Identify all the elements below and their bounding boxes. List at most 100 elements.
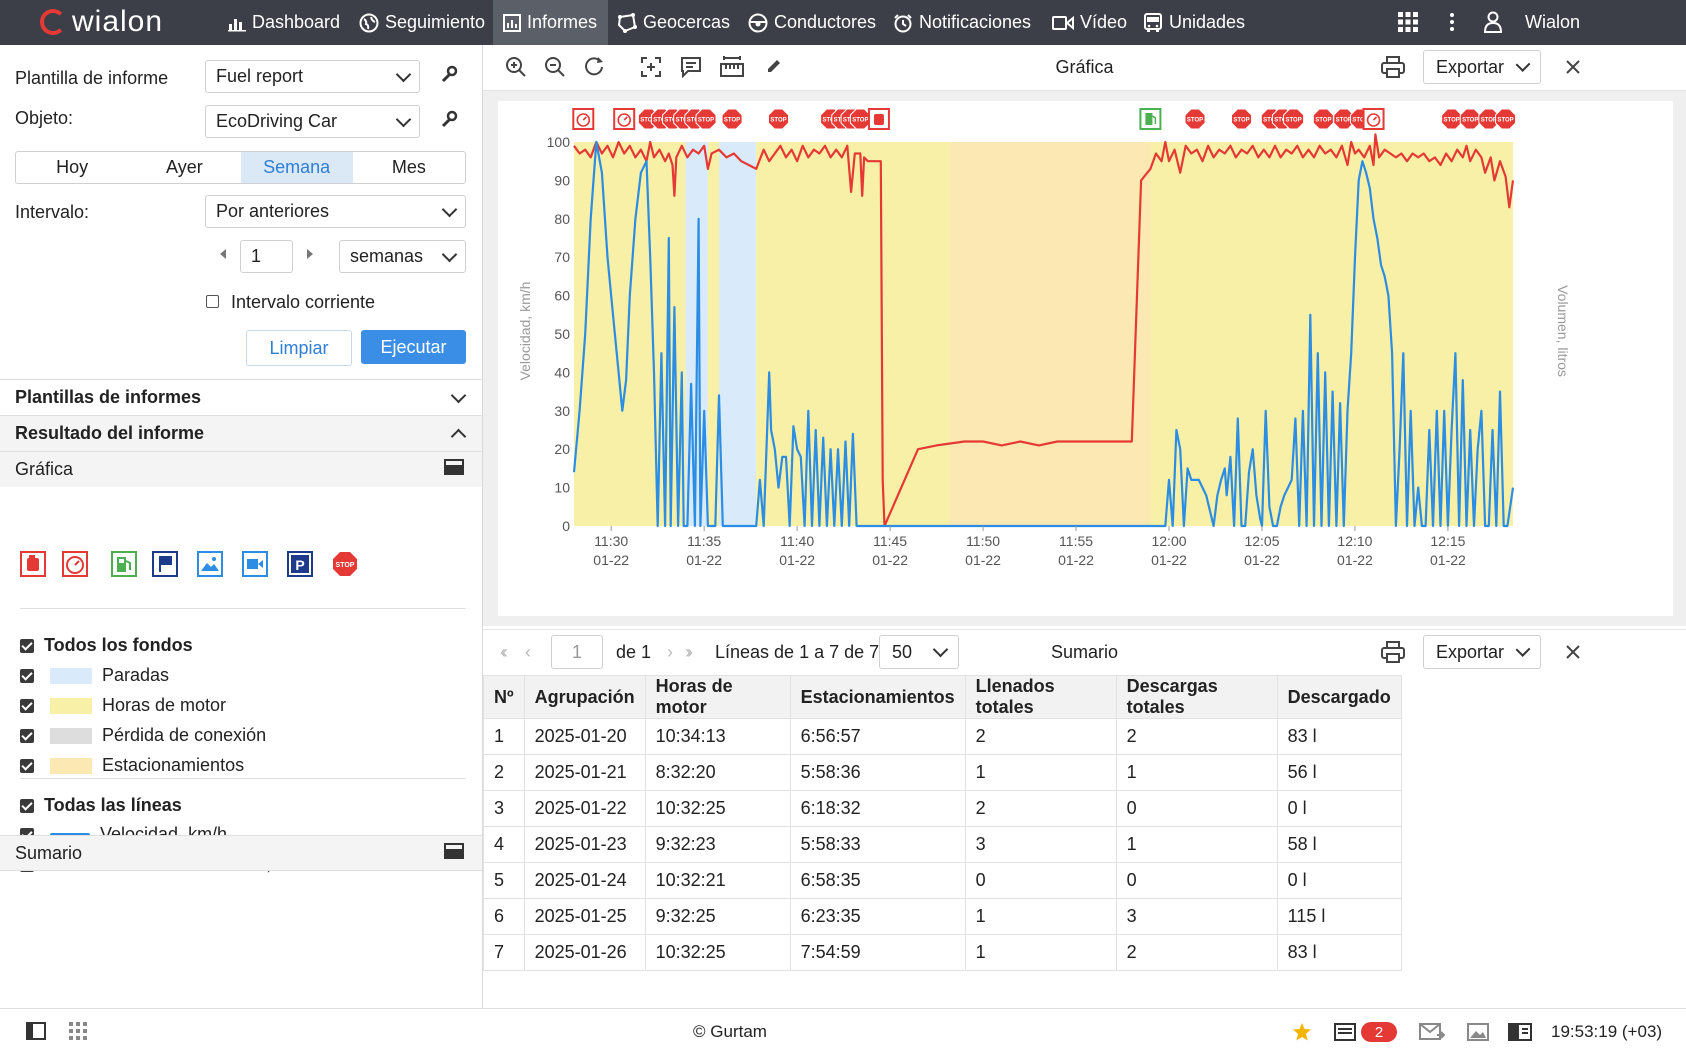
last-page-icon[interactable]: ››	[685, 642, 693, 662]
fit-view-icon[interactable]	[640, 56, 662, 78]
stop-marker[interactable]: STOP	[721, 108, 743, 130]
nav-conductores[interactable]: Conductores	[748, 0, 878, 45]
template-wrench-icon[interactable]	[440, 65, 458, 88]
object-select[interactable]: EcoDriving Car	[205, 105, 420, 138]
fuel-drain-icon[interactable]	[20, 551, 46, 577]
period-mes[interactable]: Mes	[391, 157, 426, 177]
first-page-icon[interactable]: ‹‹	[500, 642, 508, 662]
graph-item[interactable]: Gráfica	[0, 451, 482, 487]
column-header[interactable]: Nº	[483, 675, 525, 719]
pencil-icon[interactable]	[765, 57, 783, 75]
nav-notificaciones[interactable]: Notificaciones	[893, 0, 1038, 45]
decrement-arrow-icon[interactable]	[220, 249, 226, 259]
close-icon[interactable]	[1565, 644, 1581, 660]
column-header[interactable]: Descargas totales	[1115, 675, 1278, 719]
period-semana[interactable]: Semana	[240, 152, 353, 183]
background-toggle-engine-hours[interactable]: Horas de motor	[20, 695, 226, 716]
export-button[interactable]: Exportar	[1423, 635, 1541, 669]
stop-marker[interactable]: STOP	[1495, 108, 1517, 130]
sidebar-toggle-icon[interactable]	[26, 1022, 46, 1040]
flag-icon[interactable]	[152, 551, 178, 577]
table-row[interactable]: 5 2025-01-24 10:32:21 6:58:35 0 0 0 l	[483, 862, 1402, 899]
wialon-logo[interactable]: wialon	[40, 5, 163, 38]
clear-button[interactable]: Limpiar	[246, 330, 352, 366]
nav-unidades[interactable]: Unidades	[1143, 0, 1253, 45]
background-toggle-connection-loss[interactable]: Pérdida de conexión	[20, 725, 266, 746]
stop-icon[interactable]: STOP	[332, 551, 358, 577]
current-interval-checkbox[interactable]	[206, 295, 219, 308]
parking-icon[interactable]: P	[287, 551, 313, 577]
period-ayer[interactable]: Ayer	[166, 157, 203, 177]
ruler-icon[interactable]	[720, 56, 744, 78]
comment-icon[interactable]	[680, 56, 702, 78]
user-name[interactable]: Wialon	[1525, 12, 1581, 32]
fuel-level-line[interactable]	[573, 133, 1515, 528]
result-section[interactable]: Resultado del informe	[0, 415, 482, 451]
nav-video[interactable]: Vídeo	[1052, 0, 1132, 45]
layout-icon[interactable]	[1508, 1023, 1532, 1041]
summary-item[interactable]: Sumario	[0, 835, 482, 871]
more-vertical-icon[interactable]	[1449, 12, 1455, 32]
fuel-drain-marker[interactable]	[867, 108, 890, 130]
stop-marker[interactable]: STOP	[1441, 108, 1463, 130]
stop-marker[interactable]: STOP	[1478, 108, 1500, 130]
page-size-select[interactable]: 50	[879, 635, 959, 669]
all-backgrounds-toggle[interactable]: Todos los fondos	[20, 635, 193, 656]
table-row[interactable]: 7 2025-01-26 10:32:25 7:54:59 1 2 83 l	[483, 934, 1402, 971]
apps-grid-icon[interactable]	[1398, 12, 1418, 32]
nav-seguimiento[interactable]: Seguimiento	[359, 0, 489, 45]
increment-arrow-icon[interactable]	[307, 249, 313, 259]
notifications-icon[interactable]	[1334, 1023, 1356, 1041]
column-header[interactable]: Llenados totales	[964, 675, 1117, 719]
panel-toggle-icon[interactable]	[444, 842, 464, 864]
column-header[interactable]: Agrupación	[523, 675, 646, 719]
nav-dashboard[interactable]: Dashboard	[228, 0, 346, 45]
next-page-icon[interactable]: ›	[667, 642, 673, 662]
object-wrench-icon[interactable]	[440, 110, 458, 133]
stop-marker[interactable]: STOP	[849, 108, 871, 130]
print-icon[interactable]	[1381, 56, 1405, 78]
templates-section[interactable]: Plantillas de informes	[0, 379, 482, 415]
execute-button[interactable]: Ejecutar	[361, 330, 466, 364]
unit-select[interactable]: semanas	[339, 240, 466, 273]
stop-marker[interactable]: STOP	[768, 108, 790, 130]
stop-marker[interactable]: STOP	[1459, 108, 1481, 130]
template-select[interactable]: Fuel report	[205, 60, 420, 93]
user-icon[interactable]	[1483, 11, 1503, 33]
prev-page-icon[interactable]: ‹	[525, 642, 531, 662]
background-toggle-paradas[interactable]: Paradas	[20, 665, 169, 686]
page-input[interactable]: 1	[551, 635, 603, 669]
interval-select[interactable]: Por anteriores	[205, 195, 466, 228]
stop-marker[interactable]: STOP	[1283, 108, 1305, 130]
all-lines-toggle[interactable]: Todas las líneas	[20, 795, 182, 816]
nav-geocercas[interactable]: Geocercas	[617, 0, 732, 45]
speed-line[interactable]	[572, 140, 1515, 528]
stop-marker[interactable]: STOP	[1184, 108, 1206, 130]
background-toggle-parkings[interactable]: Estacionamientos	[20, 755, 244, 776]
fuel-speed-chart[interactable]: 0 10 20 30 40 50 60 70 80 90 100 11:30 01-22 11:35 01-…	[498, 101, 1673, 616]
table-row[interactable]: 2 2025-01-21 8:32:20 5:58:36 1 1 56 l	[483, 754, 1402, 791]
table-row[interactable]: 6 2025-01-25 9:32:25 6:23:35 1 3 115 l	[483, 898, 1402, 935]
image-icon[interactable]	[197, 551, 223, 577]
fuel-station-icon[interactable]	[111, 551, 137, 577]
fuel-station-marker[interactable]	[1139, 108, 1162, 130]
stop-marker[interactable]: STOP	[1231, 108, 1253, 130]
refuel-marker[interactable]	[572, 108, 595, 130]
close-icon[interactable]	[1565, 59, 1581, 75]
table-row[interactable]: 4 2025-01-23 9:32:23 5:58:33 3 1 58 l	[483, 826, 1402, 863]
nav-informes[interactable]: Informes	[493, 0, 608, 45]
table-row[interactable]: 1 2025-01-20 10:34:13 6:56:57 2 2 83 l	[483, 718, 1402, 755]
refuel-gauge-icon[interactable]	[62, 551, 88, 577]
refuel-marker[interactable]	[613, 108, 636, 130]
mail-icon[interactable]	[1419, 1023, 1445, 1041]
star-icon[interactable]	[1292, 1022, 1312, 1042]
stop-marker[interactable]: STOP	[1333, 108, 1355, 130]
notifications-badge[interactable]: 2	[1361, 1022, 1397, 1042]
stop-marker[interactable]: STOP	[695, 108, 717, 130]
column-header[interactable]: Descargado	[1276, 675, 1402, 719]
print-icon[interactable]	[1381, 641, 1405, 663]
stop-marker[interactable]: STOP	[1312, 108, 1334, 130]
refuel-marker[interactable]	[1362, 108, 1385, 130]
panel-toggle-icon[interactable]	[444, 459, 464, 480]
count-input[interactable]: 1	[240, 240, 293, 273]
